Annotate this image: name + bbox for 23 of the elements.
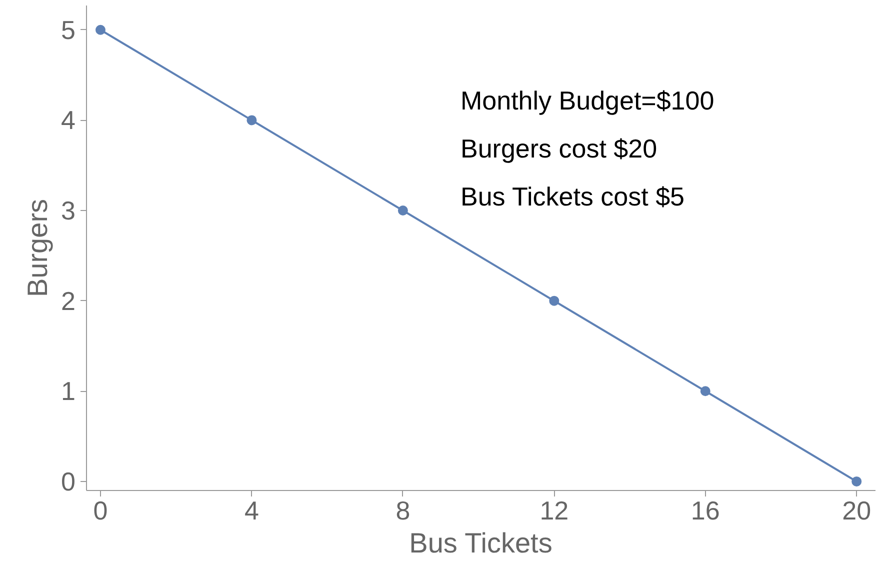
x-tick-label: 4 bbox=[244, 496, 259, 526]
x-tick-label: 0 bbox=[93, 496, 108, 526]
y-tick-label: 2 bbox=[61, 286, 76, 316]
point bbox=[95, 24, 106, 35]
y-tick-label: 3 bbox=[61, 196, 76, 226]
point bbox=[700, 386, 710, 396]
x-tick-label: 16 bbox=[690, 496, 720, 526]
annotation: Monthly Budget=$100 bbox=[460, 86, 714, 116]
point bbox=[549, 296, 560, 306]
point bbox=[852, 476, 862, 486]
x-tick-label: 8 bbox=[396, 496, 410, 526]
x-tick-label: 20 bbox=[842, 496, 872, 526]
y-axis-title: Burgers bbox=[22, 198, 54, 298]
annotation: Bus Tickets cost $5 bbox=[460, 182, 684, 212]
y-tick-label: 5 bbox=[61, 14, 76, 45]
annotation: Burgers cost $20 bbox=[460, 134, 658, 164]
y-tick-label: 0 bbox=[61, 466, 76, 496]
y-tick-label: 1 bbox=[61, 376, 76, 406]
y-tick-label: 4 bbox=[61, 105, 76, 136]
x-tick-label: 12 bbox=[540, 496, 569, 526]
x-axis-title: Bus Tickets bbox=[409, 528, 552, 558]
point bbox=[398, 206, 408, 216]
point bbox=[246, 115, 257, 126]
